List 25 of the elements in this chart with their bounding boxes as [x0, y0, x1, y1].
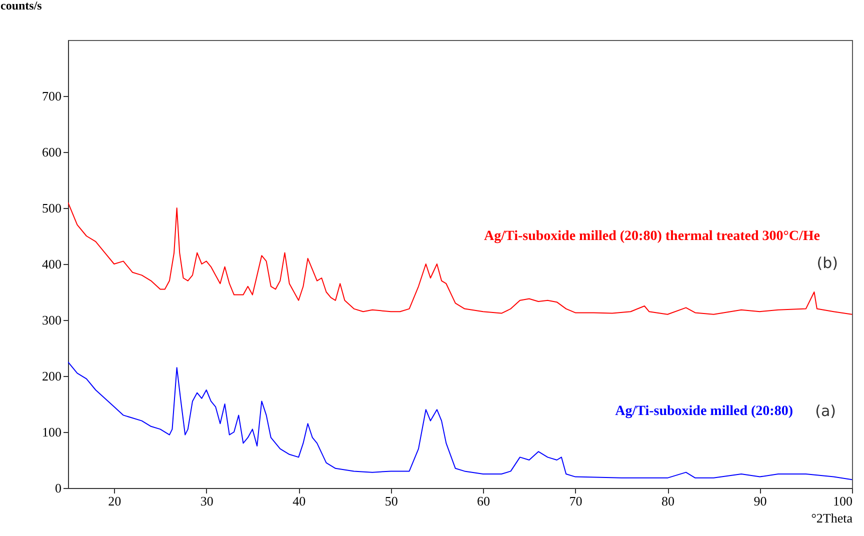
x-tick-label: 80	[662, 494, 675, 508]
line-series	[68, 362, 852, 480]
y-tick-label: 100	[42, 424, 62, 440]
y-tick-label: 200	[42, 368, 62, 384]
text: Ag/Ti-suboxide milled (20:80)	[615, 404, 794, 419]
x-tick-label: 50	[384, 494, 398, 508]
x-tick-label: 90	[754, 494, 767, 508]
y-tick-label: 400	[42, 256, 62, 272]
x-tick-label: 100	[833, 494, 852, 508]
y-axis-title: counts/s	[0, 0, 42, 12]
x-tick-label: 60	[477, 494, 490, 508]
x-axis-title: °2Theta	[811, 510, 853, 526]
x-tick-label: 30	[200, 494, 214, 508]
x-tick-label: 70	[569, 494, 582, 508]
annotation: (b)	[816, 254, 838, 272]
annotation: (a)	[815, 402, 836, 420]
y-tick-label: 500	[42, 200, 62, 216]
line-series	[68, 202, 852, 315]
x-tick-label: 20	[108, 494, 122, 508]
x-tick-label: 40	[292, 494, 306, 508]
y-tick-label: 300	[42, 312, 62, 328]
y-tick-label: 0	[55, 480, 62, 496]
y-tick-label: 700	[42, 88, 62, 104]
text: Ag/Ti-suboxide milled (20:80) thermal treated 300°C/He	[484, 229, 820, 244]
y-tick-label: 600	[42, 144, 62, 160]
